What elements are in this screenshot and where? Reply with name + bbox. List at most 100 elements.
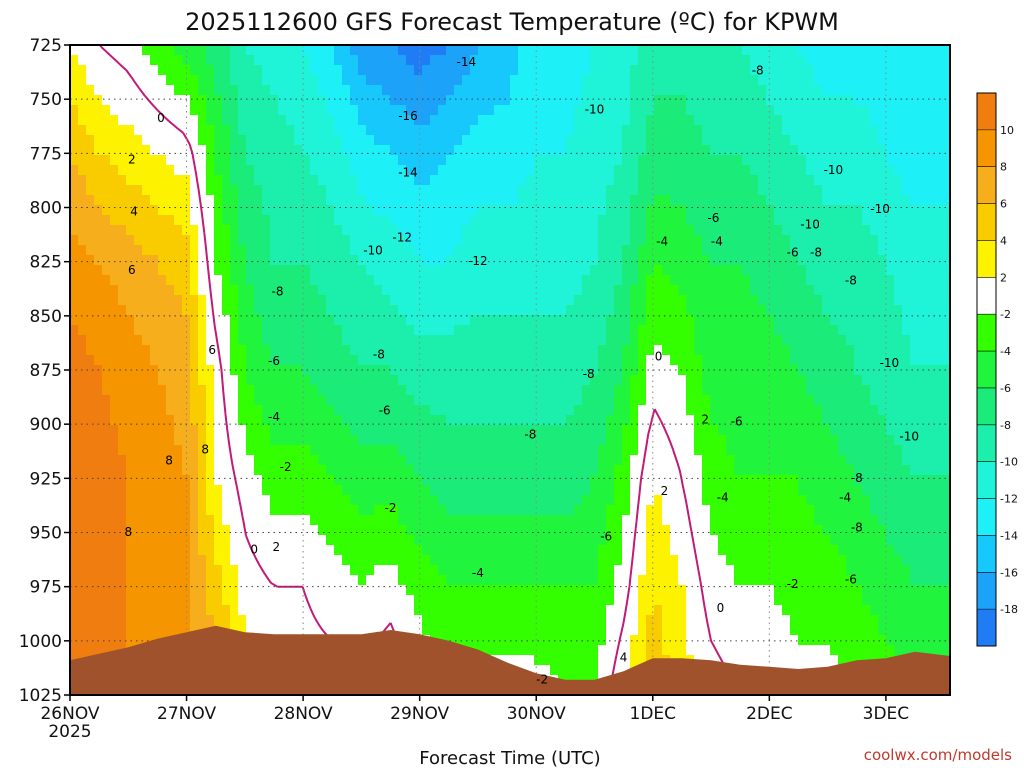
temperature-cell [110, 565, 119, 576]
temperature-cell [518, 355, 527, 366]
temperature-cell [614, 495, 623, 506]
temperature-cell [574, 295, 583, 306]
temperature-cell [206, 265, 215, 276]
temperature-cell [326, 285, 335, 296]
temperature-cell [118, 355, 127, 366]
temperature-cell [110, 215, 119, 226]
temperature-cell [302, 195, 311, 206]
temperature-cell [422, 295, 431, 306]
temperature-cell [150, 85, 159, 96]
temperature-cell [94, 405, 103, 416]
temperature-cell [262, 555, 271, 566]
temperature-cell [262, 125, 271, 136]
temperature-cell [270, 295, 279, 306]
temperature-cell [406, 545, 415, 556]
temperature-cell [542, 455, 551, 466]
temperature-cell [190, 625, 199, 636]
temperature-cell [470, 225, 479, 236]
temperature-cell [662, 75, 671, 86]
temperature-cell [542, 295, 551, 306]
temperature-cell [574, 205, 583, 216]
temperature-cell [166, 65, 175, 76]
temperature-cell [254, 205, 263, 216]
temperature-cell [542, 575, 551, 586]
temperature-cell [558, 525, 567, 536]
temperature-cell [550, 485, 559, 496]
temperature-cell [462, 385, 471, 396]
temperature-cell [646, 105, 655, 116]
temperature-cell [566, 125, 575, 136]
temperature-cell [190, 235, 199, 246]
temperature-cell [566, 595, 575, 606]
temperature-cell [470, 605, 479, 616]
temperature-cell [470, 205, 479, 216]
temperature-cell [70, 565, 79, 576]
temperature-cell [414, 345, 423, 356]
temperature-cell [662, 275, 671, 286]
temperature-cell [646, 375, 655, 386]
temperature-cell [678, 405, 687, 416]
temperature-cell [486, 635, 495, 646]
temperature-cell [470, 245, 479, 256]
temperature-cell [494, 375, 503, 386]
temperature-cell [382, 45, 391, 56]
temperature-cell [494, 425, 503, 436]
temperature-cell [558, 625, 567, 636]
temperature-cell [118, 265, 127, 276]
temperature-cell [262, 275, 271, 286]
temperature-cell [350, 595, 359, 606]
temperature-cell [510, 325, 519, 336]
temperature-cell [422, 625, 431, 636]
temperature-cell [382, 125, 391, 136]
temperature-cell [566, 255, 575, 266]
temperature-cell [510, 425, 519, 436]
temperature-cell [158, 175, 167, 186]
temperature-cell [222, 235, 231, 246]
temperature-cell [414, 235, 423, 246]
temperature-cell [102, 275, 111, 286]
temperature-cell [302, 625, 311, 636]
temperature-cell [190, 575, 199, 586]
temperature-cell [574, 535, 583, 546]
temperature-cell [526, 665, 535, 676]
temperature-cell [606, 115, 615, 126]
temperature-cell [550, 205, 559, 216]
temperature-cell [566, 545, 575, 556]
temperature-cell [590, 575, 599, 586]
temperature-cell [454, 225, 463, 236]
temperature-cell [222, 515, 231, 526]
temperature-cell [486, 405, 495, 416]
temperature-cell [558, 85, 567, 96]
temperature-cell [454, 75, 463, 86]
temperature-cell [294, 405, 303, 416]
temperature-cell [182, 125, 191, 136]
temperature-cell [502, 75, 511, 86]
temperature-cell [86, 245, 95, 256]
temperature-cell [342, 245, 351, 256]
temperature-cell [502, 555, 511, 566]
temperature-cell [622, 285, 631, 296]
temperature-cell [454, 45, 463, 56]
temperature-cell [478, 215, 487, 226]
temperature-cell [366, 565, 375, 576]
temperature-cell [166, 515, 175, 526]
temperature-cell [382, 425, 391, 436]
temperature-cell [510, 505, 519, 516]
temperature-cell [526, 595, 535, 606]
temperature-cell [70, 135, 79, 146]
temperature-cell [606, 475, 615, 486]
temperature-cell [278, 435, 287, 446]
temperature-cell [182, 275, 191, 286]
temperature-cell [470, 615, 479, 626]
temperature-cell [190, 385, 199, 396]
temperature-cell [446, 195, 455, 206]
temperature-cell [398, 85, 407, 96]
temperature-cell [422, 425, 431, 436]
temperature-cell [206, 205, 215, 216]
temperature-cell [270, 445, 279, 456]
temperature-cell [590, 565, 599, 576]
temperature-cell [630, 625, 639, 636]
temperature-cell [246, 125, 255, 136]
temperature-cell [238, 45, 247, 56]
temperature-cell [70, 425, 79, 436]
